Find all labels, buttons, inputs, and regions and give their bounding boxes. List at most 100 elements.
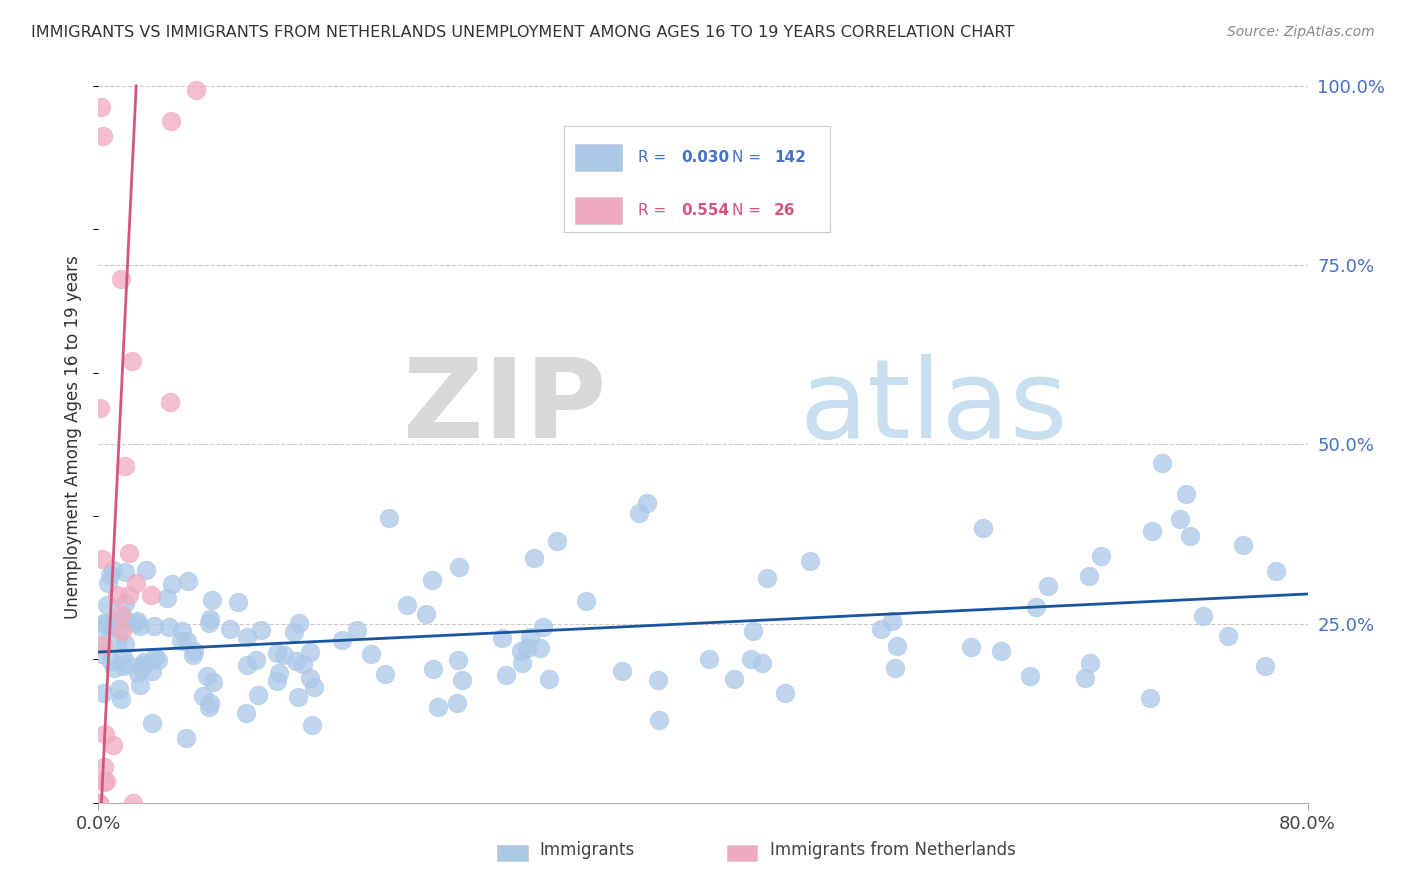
- Point: [377, 511, 399, 525]
- Point: [1142, 524, 1164, 538]
- Point: [91, 686, 114, 700]
- Point: [96, 598, 118, 612]
- Point: [114, 638, 136, 652]
- Point: [100, 654, 122, 668]
- Point: [159, 113, 181, 128]
- Point: [89, 796, 111, 810]
- Point: [114, 565, 136, 579]
- Point: [1036, 578, 1059, 592]
- Point: [449, 559, 471, 574]
- Point: [723, 672, 745, 686]
- Point: [110, 607, 132, 622]
- Point: [884, 661, 907, 675]
- Point: [186, 83, 208, 97]
- Point: [246, 688, 269, 702]
- Point: [395, 599, 418, 613]
- Point: [198, 615, 221, 630]
- Point: [114, 596, 136, 610]
- Point: [89, 401, 111, 416]
- Point: [195, 668, 218, 682]
- Point: [519, 631, 541, 645]
- Point: [105, 614, 128, 628]
- Point: [360, 648, 382, 662]
- Point: [740, 652, 762, 666]
- Point: [146, 653, 169, 667]
- Point: [346, 623, 368, 637]
- Point: [103, 661, 125, 675]
- Point: [93, 615, 115, 630]
- Point: [141, 588, 163, 602]
- Point: [495, 668, 517, 682]
- Point: [422, 574, 444, 588]
- Point: [174, 731, 197, 745]
- Point: [531, 620, 554, 634]
- Point: [529, 641, 551, 656]
- Point: [886, 640, 908, 654]
- Point: [575, 594, 598, 608]
- Point: [1078, 569, 1101, 583]
- Point: [869, 622, 891, 636]
- Point: [94, 617, 117, 632]
- Point: [451, 673, 474, 687]
- Point: [131, 661, 153, 675]
- Point: [273, 648, 295, 662]
- Point: [1174, 487, 1197, 501]
- Point: [89, 796, 111, 810]
- Point: [159, 394, 181, 409]
- Point: [118, 588, 141, 602]
- Point: [1264, 564, 1286, 578]
- Point: [98, 568, 121, 582]
- Y-axis label: Unemployment Among Ages 16 to 19 years: Unemployment Among Ages 16 to 19 years: [65, 255, 83, 619]
- Point: [90, 100, 112, 114]
- Point: [129, 678, 152, 692]
- Text: atlas: atlas: [800, 354, 1069, 461]
- Point: [111, 624, 134, 638]
- Point: [755, 571, 778, 585]
- Point: [301, 718, 323, 732]
- Point: [105, 588, 128, 602]
- Point: [509, 643, 531, 657]
- Point: [510, 656, 533, 670]
- Point: [628, 507, 651, 521]
- Point: [426, 700, 449, 714]
- Point: [142, 618, 165, 632]
- Text: Source: ZipAtlas.com: Source: ZipAtlas.com: [1227, 25, 1375, 39]
- Point: [122, 796, 145, 810]
- Point: [291, 657, 314, 671]
- Point: [93, 618, 115, 632]
- Text: ZIP: ZIP: [404, 354, 606, 461]
- Point: [91, 552, 114, 566]
- Point: [103, 562, 125, 576]
- Point: [125, 575, 148, 590]
- Point: [141, 716, 163, 731]
- Point: [799, 554, 821, 568]
- Point: [266, 673, 288, 688]
- Point: [111, 659, 134, 673]
- Point: [110, 692, 132, 706]
- Point: [1150, 456, 1173, 470]
- Point: [108, 622, 131, 636]
- Point: [612, 664, 634, 678]
- Point: [546, 533, 568, 548]
- Point: [170, 633, 193, 648]
- Point: [236, 658, 259, 673]
- Point: [1178, 529, 1201, 543]
- Point: [330, 633, 353, 648]
- Point: [94, 727, 117, 741]
- Point: [200, 593, 222, 607]
- Point: [112, 610, 135, 624]
- Point: [101, 739, 124, 753]
- Point: [1216, 629, 1239, 643]
- Point: [132, 655, 155, 669]
- Point: [218, 622, 240, 636]
- Point: [170, 624, 193, 638]
- Point: [226, 595, 249, 609]
- Point: [283, 625, 305, 640]
- Point: [1078, 656, 1101, 670]
- Point: [285, 654, 308, 668]
- Point: [266, 646, 288, 660]
- Point: [880, 615, 903, 629]
- Bar: [498, 846, 527, 862]
- Point: [118, 546, 141, 560]
- Point: [90, 638, 112, 652]
